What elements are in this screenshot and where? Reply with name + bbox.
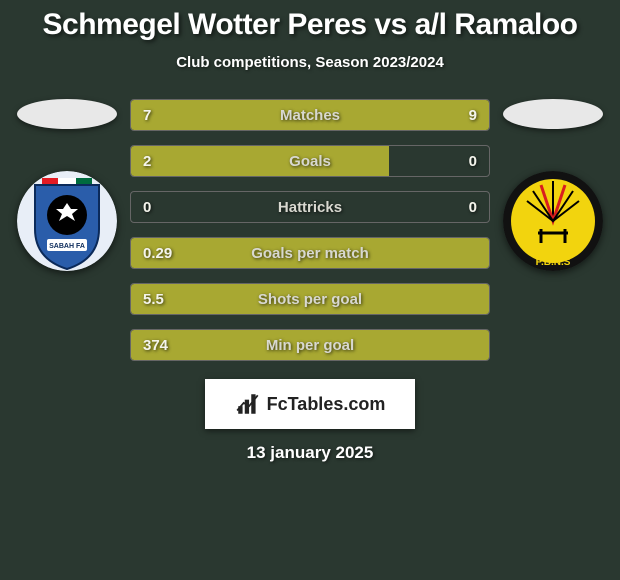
source-logo-text: FcTables.com <box>267 394 386 415</box>
stat-label: Shots per goal <box>131 284 489 314</box>
stat-bar: 5.5Shots per goal <box>130 283 490 315</box>
source-logo: FcTables.com <box>205 379 415 429</box>
player-left-avatar <box>17 99 117 129</box>
player-right-avatar <box>503 99 603 129</box>
stat-bar: 0.29Goals per match <box>130 237 490 269</box>
player-left-col: SABAH FA <box>12 99 122 271</box>
main-row: SABAH FA 7Matches92Goals00Hattricks00.29… <box>0 99 620 361</box>
shield-icon: P.B.N.S <box>503 171 603 271</box>
stat-value-right: 0 <box>469 192 477 222</box>
stat-label: Goals <box>131 146 489 176</box>
stat-label: Matches <box>131 100 489 130</box>
player-right-col: P.B.N.S <box>498 99 608 271</box>
club-crest-right: P.B.N.S <box>503 171 603 271</box>
stat-value-right: 0 <box>469 146 477 176</box>
stat-bar: 7Matches9 <box>130 99 490 131</box>
svg-text:P.B.N.S: P.B.N.S <box>536 257 571 268</box>
page-title: Schmegel Wotter Peres vs a/l Ramaloo <box>43 8 578 42</box>
subtitle: Club competitions, Season 2023/2024 <box>176 54 444 71</box>
stat-bar: 374Min per goal <box>130 329 490 361</box>
svg-text:SABAH FA: SABAH FA <box>49 243 85 250</box>
shield-icon: SABAH FA <box>17 171 117 271</box>
stat-bar: 0Hattricks0 <box>130 191 490 223</box>
chart-icon <box>235 391 261 417</box>
comparison-card: Schmegel Wotter Peres vs a/l Ramaloo Clu… <box>0 0 620 580</box>
stat-bar: 2Goals0 <box>130 145 490 177</box>
stat-label: Hattricks <box>131 192 489 222</box>
club-crest-left: SABAH FA <box>17 171 117 271</box>
stat-label: Goals per match <box>131 238 489 268</box>
generated-date: 13 january 2025 <box>247 443 374 463</box>
stat-value-right: 9 <box>469 100 477 130</box>
stats-column: 7Matches92Goals00Hattricks00.29Goals per… <box>130 99 490 361</box>
stat-label: Min per goal <box>131 330 489 360</box>
